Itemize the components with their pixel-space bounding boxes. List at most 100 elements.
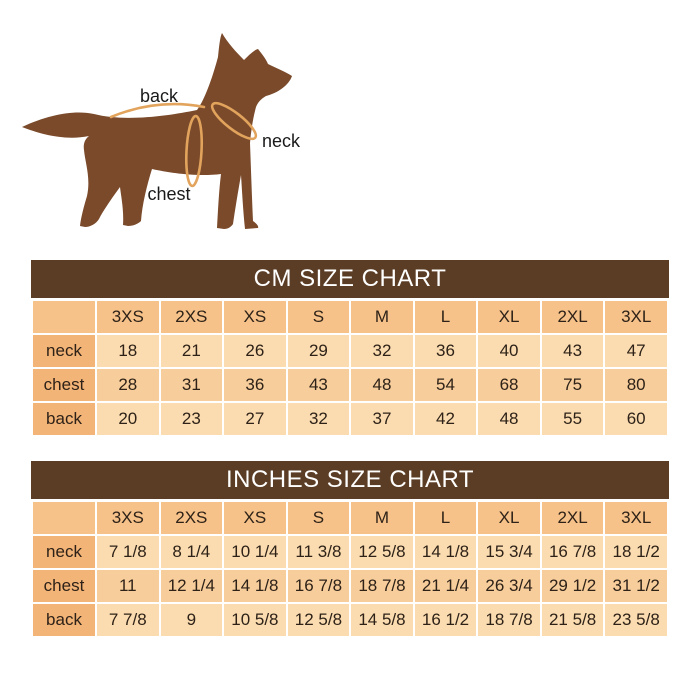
row-label: chest (33, 369, 95, 401)
size-value-cell: 80 (605, 369, 667, 401)
size-value-cell: 21 (160, 335, 223, 367)
size-value-cell: 48 (478, 403, 540, 435)
size-value-cell: 48 (351, 369, 413, 401)
size-value-cell: 31 1/2 (605, 570, 667, 602)
column-header-2xl: 2XL (541, 502, 604, 534)
chest-measure-ellipse (184, 114, 204, 188)
measurement-row-chest: chest 28 31 36 43 48 54 68 75 80 (33, 369, 667, 401)
size-value-cell: 21 5/8 (541, 604, 604, 636)
column-header-m: M (351, 301, 413, 333)
size-value-cell: 75 (541, 369, 604, 401)
column-header-s: S (287, 502, 350, 534)
size-chart-inches: INCHES SIZE CHART 3XS 2XS XS S M L XL 2XL 3XL ne… (31, 461, 669, 638)
column-header-2xl: 2XL (541, 301, 604, 333)
neck-measure-ellipse (210, 101, 258, 141)
size-value-cell: 55 (541, 403, 604, 435)
size-value-cell: 42 (414, 403, 477, 435)
dog-measurement-diagram: back neck chest (22, 33, 301, 229)
size-value-cell: 37 (351, 403, 413, 435)
column-header-3xl: 3XL (605, 502, 667, 534)
column-header-s: S (287, 301, 350, 333)
column-header-xl: XL (478, 502, 540, 534)
size-value-cell: 40 (478, 335, 540, 367)
size-value-cell: 14 5/8 (351, 604, 413, 636)
column-header-3xl: 3XL (605, 301, 667, 333)
size-value-cell: 18 7/8 (351, 570, 413, 602)
size-value-cell: 31 (160, 369, 223, 401)
size-value-cell: 43 (541, 335, 604, 367)
row-label: back (33, 403, 95, 435)
inches-chart-title: INCHES SIZE CHART (31, 461, 669, 499)
size-value-cell: 12 1/4 (160, 570, 223, 602)
column-header-2xs: 2XS (160, 502, 223, 534)
size-value-cell: 21 1/4 (414, 570, 477, 602)
size-value-cell: 23 5/8 (605, 604, 667, 636)
measurement-row-neck: neck 18 21 26 29 32 36 40 43 47 (33, 335, 667, 367)
size-value-cell: 32 (351, 335, 413, 367)
size-value-cell: 14 1/8 (224, 570, 286, 602)
size-value-cell: 26 (224, 335, 286, 367)
size-value-cell: 11 (97, 570, 159, 602)
size-value-cell: 9 (160, 604, 223, 636)
size-value-cell: 16 1/2 (414, 604, 477, 636)
size-value-cell: 12 5/8 (351, 536, 413, 568)
column-header-l: L (414, 301, 477, 333)
measurement-row-back: back 20 23 27 32 37 42 48 55 60 (33, 403, 667, 435)
size-value-cell: 10 1/4 (224, 536, 286, 568)
dog-silhouette (22, 33, 292, 229)
size-value-cell: 68 (478, 369, 540, 401)
neck-label: neck (262, 131, 301, 151)
size-value-cell: 10 5/8 (224, 604, 286, 636)
size-value-cell: 29 (287, 335, 350, 367)
size-value-cell: 15 3/4 (478, 536, 540, 568)
size-value-cell: 47 (605, 335, 667, 367)
size-value-cell: 18 (97, 335, 159, 367)
size-header-row: 3XS 2XS XS S M L XL 2XL 3XL (33, 301, 667, 333)
measurement-row-chest: chest 11 12 1/4 14 1/8 16 7/8 18 7/8 21 1/4 26 … (33, 570, 667, 602)
corner-cell (33, 301, 95, 333)
size-value-cell: 16 7/8 (541, 536, 604, 568)
column-header-xs: XS (224, 301, 286, 333)
size-value-cell: 36 (414, 335, 477, 367)
size-value-cell: 18 7/8 (478, 604, 540, 636)
size-value-cell: 14 1/8 (414, 536, 477, 568)
column-header-xs: XS (224, 502, 286, 534)
measurement-row-neck: neck 7 1/8 8 1/4 10 1/4 11 3/8 12 5/8 14 1/8 15… (33, 536, 667, 568)
row-label: chest (33, 570, 95, 602)
back-measure-line (109, 102, 206, 119)
back-label: back (140, 86, 179, 106)
size-value-cell: 27 (224, 403, 286, 435)
size-value-cell: 43 (287, 369, 350, 401)
size-value-cell: 20 (97, 403, 159, 435)
cm-size-table: 3XS 2XS XS S M L XL 2XL 3XL neck 18 21 26 29 32 36 40 43… (31, 299, 669, 437)
cm-chart-title: CM SIZE CHART (31, 260, 669, 298)
inches-size-table: 3XS 2XS XS S M L XL 2XL 3XL neck 7 1/8 8 1/4 10 1/4… (31, 500, 669, 638)
size-value-cell: 7 7/8 (97, 604, 159, 636)
column-header-2xs: 2XS (160, 301, 223, 333)
row-label: back (33, 604, 95, 636)
size-value-cell: 28 (97, 369, 159, 401)
size-chart-cm: CM SIZE CHART 3XS 2XS XS S M L XL 2XL 3XL neck 18… (31, 260, 669, 437)
column-header-l: L (414, 502, 477, 534)
size-value-cell: 26 3/4 (478, 570, 540, 602)
size-value-cell: 8 1/4 (160, 536, 223, 568)
measurement-row-back: back 7 7/8 9 10 5/8 12 5/8 14 5/8 16 1/2 18 7/8… (33, 604, 667, 636)
size-value-cell: 29 1/2 (541, 570, 604, 602)
size-value-cell: 32 (287, 403, 350, 435)
size-value-cell: 7 1/8 (97, 536, 159, 568)
column-header-xl: XL (478, 301, 540, 333)
column-header-m: M (351, 502, 413, 534)
chest-label: chest (147, 184, 190, 204)
size-value-cell: 16 7/8 (287, 570, 350, 602)
corner-cell (33, 502, 95, 534)
column-header-3xs: 3XS (97, 502, 159, 534)
row-label: neck (33, 335, 95, 367)
size-header-row: 3XS 2XS XS S M L XL 2XL 3XL (33, 502, 667, 534)
size-value-cell: 18 1/2 (605, 536, 667, 568)
size-value-cell: 12 5/8 (287, 604, 350, 636)
row-label: neck (33, 536, 95, 568)
size-value-cell: 11 3/8 (287, 536, 350, 568)
size-value-cell: 36 (224, 369, 286, 401)
column-header-3xs: 3XS (97, 301, 159, 333)
